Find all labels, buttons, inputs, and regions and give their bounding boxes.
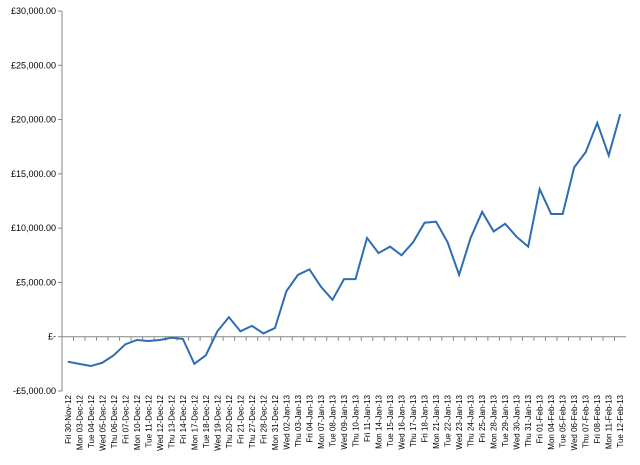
x-tick-label: Wed 05-Dec-12: [98, 394, 107, 450]
x-tick-label: Fri 11-Jan-13: [363, 394, 372, 442]
x-tick-label: Thu 27-Dec-12: [248, 394, 257, 448]
x-tick-label: Thu 06-Dec-12: [110, 394, 119, 448]
x-tick-label: Thu 31-Jan-13: [524, 394, 533, 447]
y-tick-label: £-: [48, 332, 56, 342]
x-tick-label: Wed 19-Dec-12: [213, 394, 222, 450]
x-tick-label: Tue 22-Jan-13: [444, 394, 453, 446]
x-tick-label: Mon 11-Feb-13: [605, 394, 614, 449]
x-tick-label: Mon 31-Dec-12: [271, 394, 280, 450]
x-tick-label: Mon 14-Jan-13: [375, 394, 384, 448]
x-tick-label: Tue 08-Jan-13: [328, 394, 337, 446]
x-tick-label: Fri 07-Dec-12: [121, 394, 130, 443]
x-tick-label: Mon 07-Jan-13: [317, 394, 326, 448]
y-tick-label: -£5,000.00: [13, 386, 56, 396]
x-tick-label: Mon 04-Feb-13: [547, 394, 556, 449]
x-tick-label: Mon 28-Jan-13: [490, 394, 499, 448]
x-tick-label: Fri 08-Feb-13: [593, 394, 602, 443]
y-tick-label: £30,000.00: [11, 6, 56, 16]
x-tick-label: Thu 07-Feb-13: [582, 394, 591, 447]
x-tick-label: Fri 04-Jan-13: [305, 394, 314, 442]
x-tick-label: Tue 11-Dec-12: [144, 394, 153, 447]
x-tick-label: Wed 09-Jan-13: [340, 394, 349, 449]
x-tick-label: Fri 18-Jan-13: [421, 394, 430, 442]
y-tick-label: £10,000.00: [11, 223, 56, 233]
line-series: [67, 113, 622, 368]
x-tick-label: Tue 12-Feb-13: [616, 394, 625, 447]
y-tick-label: £25,000.00: [11, 60, 56, 70]
x-tick-label: Tue 29-Jan-13: [501, 394, 510, 446]
x-tick-label: Thu 10-Jan-13: [352, 394, 361, 447]
x-tick-label: Mon 10-Dec-12: [133, 394, 142, 450]
x-tick-label: Thu 24-Jan-13: [467, 394, 476, 447]
x-tick-label: Wed 16-Jan-13: [398, 394, 407, 449]
x-tick-label: Fri 30-Nov-12: [64, 394, 73, 443]
x-tick-label: Fri 01-Feb-13: [536, 394, 545, 443]
x-tick-label: Wed 30-Jan-13: [513, 394, 522, 449]
x-tick-label: Wed 23-Jan-13: [455, 394, 464, 449]
x-tick-label: Fri 28-Dec-12: [259, 394, 268, 443]
x-tick-label: Tue 04-Dec-12: [87, 394, 96, 448]
y-tick-label: £20,000.00: [11, 115, 56, 125]
x-tick-label: Mon 17-Dec-12: [190, 394, 199, 450]
x-tick-label: Thu 20-Dec-12: [225, 394, 234, 448]
y-tick-label: £15,000.00: [11, 169, 56, 179]
y-tick-label: £5,000.00: [16, 277, 56, 287]
x-tick-label: Thu 13-Dec-12: [167, 394, 176, 448]
x-tick-label: Fri 25-Jan-13: [478, 394, 487, 442]
x-tick-label: Thu 03-Jan-13: [294, 394, 303, 447]
x-tick-label: Fri 14-Dec-12: [179, 394, 188, 443]
x-tick-label: Mon 21-Jan-13: [432, 394, 441, 448]
x-tick-label: Fri 21-Dec-12: [236, 394, 245, 443]
x-tick-label: Wed 12-Dec-12: [156, 394, 165, 450]
x-tick-label: Tue 05-Feb-13: [559, 394, 568, 447]
x-tick-label: Thu 17-Jan-13: [409, 394, 418, 447]
x-tick-label: Tue 15-Jan-13: [386, 394, 395, 446]
x-tick-label: Wed 02-Jan-13: [282, 394, 291, 449]
x-tick-label: Mon 03-Dec-12: [75, 394, 84, 450]
x-tick-label: Wed 06-Feb-13: [570, 394, 579, 450]
x-tick-label: Tue 18-Dec-12: [202, 394, 211, 448]
